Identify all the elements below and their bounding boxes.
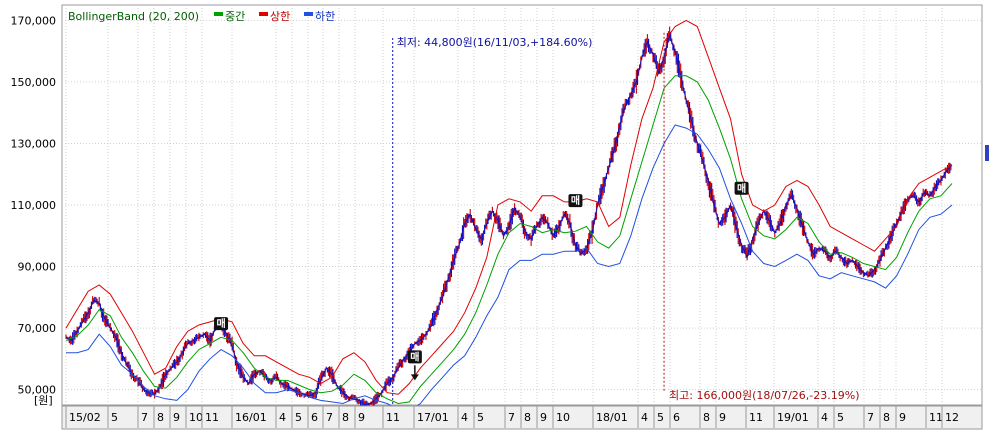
y-tick-label: 110,000 bbox=[11, 199, 57, 212]
x-tick-label: 11 bbox=[929, 411, 943, 424]
x-tick-label: 8 bbox=[883, 411, 890, 424]
buy-marker-label: 매 bbox=[410, 350, 419, 363]
legend-swatch-lower bbox=[304, 12, 313, 16]
buy-marker[interactable]: 매 bbox=[568, 194, 583, 208]
x-tick-label: 18/01 bbox=[596, 411, 628, 424]
buy-marker-label: 매 bbox=[571, 194, 580, 207]
legend-label-lower: 하한 bbox=[315, 9, 335, 23]
x-tick-label: 7 bbox=[867, 411, 874, 424]
y-tick-label: 90,000 bbox=[18, 261, 57, 274]
upper-band-line bbox=[65, 19, 953, 395]
lower-band-line bbox=[66, 124, 953, 412]
y-tick-label: 170,000 bbox=[11, 14, 57, 27]
high-price-annotation: 최고: 166,000원(18/07/26,-23.19%) bbox=[669, 389, 859, 402]
buy-marker-box bbox=[734, 181, 749, 195]
y-tick-label: 130,000 bbox=[11, 137, 57, 150]
legend-swatch-upper bbox=[259, 12, 268, 16]
buy-marker[interactable]: 매 bbox=[214, 317, 229, 331]
x-tick-label: 17/01 bbox=[417, 411, 449, 424]
x-tick-label: 4 bbox=[821, 411, 828, 424]
legend-indicator: BollingerBand (20, 200) bbox=[68, 10, 199, 23]
x-tick-label: 7 bbox=[141, 411, 148, 424]
buy-marker-label: 매 bbox=[737, 182, 746, 195]
x-tick-label: 9 bbox=[173, 411, 180, 424]
legend-label-middle: 중간 bbox=[225, 10, 245, 23]
price-line bbox=[65, 34, 953, 406]
x-tick-label: 16/01 bbox=[235, 411, 267, 424]
x-tick-label: 5 bbox=[837, 411, 844, 424]
annotation-layer: 최저: 44,800원(16/11/03,+184.60%) 최고: 166,00… bbox=[392, 32, 860, 406]
x-tick-label: 4 bbox=[641, 411, 648, 424]
buy-marker-box bbox=[568, 194, 583, 208]
buy-marker-arrowhead bbox=[410, 374, 419, 381]
low-price-annotation: 최저: 44,800원(16/11/03,+184.60%) bbox=[397, 36, 593, 49]
x-tick-label: 4 bbox=[279, 411, 286, 424]
x-tick-label: 6 bbox=[673, 411, 680, 424]
x-tick-label: 10 bbox=[189, 411, 203, 424]
x-tick-label: 11 bbox=[205, 411, 219, 424]
x-tick-label: 5 bbox=[477, 411, 484, 424]
x-tick-label: 7 bbox=[508, 411, 515, 424]
y-unit-label: [원] bbox=[34, 394, 53, 407]
middle-band-line bbox=[65, 75, 953, 405]
series-layer bbox=[65, 19, 953, 412]
x-tick-label: 8 bbox=[524, 411, 531, 424]
x-tick-label: 15/02 bbox=[69, 411, 101, 424]
x-tick-label: 5 bbox=[295, 411, 302, 424]
scroll-indicator[interactable] bbox=[985, 145, 989, 161]
x-tick-label: 8 bbox=[342, 411, 349, 424]
y-tick-label: 50,000 bbox=[18, 384, 57, 397]
buy-marker[interactable]: 매 bbox=[407, 350, 422, 381]
x-tick-label: 9 bbox=[719, 411, 726, 424]
y-axis: 50,000 70,000 90,000 110,000 130,000 150,000 1… bbox=[11, 14, 57, 396]
x-tick-label: 8 bbox=[157, 411, 164, 424]
x-tick-label: 9 bbox=[358, 411, 365, 424]
buy-marker-label: 매 bbox=[216, 317, 225, 330]
x-axis: 15/02 5 7 8 9 10 11 16/01 4 5 6 7 8 9 11 17/01 4 5 7 8 9 10 18… bbox=[65, 406, 959, 428]
buy-marker[interactable]: 매 bbox=[734, 181, 749, 195]
x-tick-label: 11 bbox=[749, 411, 763, 424]
x-tick-label: 9 bbox=[540, 411, 547, 424]
x-tick-label: 12 bbox=[945, 411, 959, 424]
x-tick-label: 5 bbox=[111, 411, 118, 424]
legend: BollingerBand (20, 200) 중간 상한 하한 bbox=[68, 9, 335, 23]
x-tick-label: 11 bbox=[386, 411, 400, 424]
x-tick-label: 9 bbox=[899, 411, 906, 424]
legend-swatch-middle bbox=[214, 12, 223, 16]
price-series bbox=[65, 26, 953, 409]
x-tick-label: 19/01 bbox=[777, 411, 809, 424]
y-tick-label: 70,000 bbox=[18, 322, 57, 335]
buy-marker-box bbox=[214, 317, 229, 331]
legend-label-upper: 상한 bbox=[270, 10, 290, 23]
x-tick-label: 5 bbox=[657, 411, 664, 424]
x-tick-label: 7 bbox=[326, 411, 333, 424]
x-tick-label: 4 bbox=[461, 411, 468, 424]
y-tick-label: 150,000 bbox=[11, 76, 57, 89]
x-tick-label: 6 bbox=[311, 411, 318, 424]
buy-marker-box bbox=[407, 350, 422, 364]
x-tick-label: 8 bbox=[703, 411, 710, 424]
x-tick-label: 10 bbox=[556, 411, 570, 424]
